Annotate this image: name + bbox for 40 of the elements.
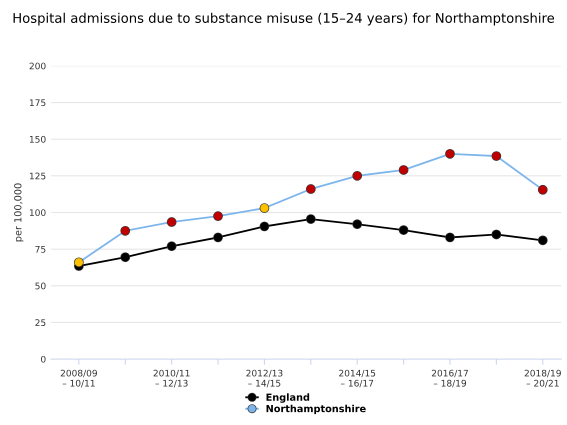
point <box>492 230 502 240</box>
point <box>398 225 408 235</box>
point <box>166 241 177 252</box>
point <box>538 235 548 246</box>
point <box>352 219 362 230</box>
point <box>492 151 502 161</box>
point <box>306 214 316 224</box>
y-tick-label: 200 <box>30 62 46 70</box>
point <box>213 232 223 242</box>
y-tick-label: 75 <box>35 246 46 253</box>
point <box>120 226 130 236</box>
point <box>260 203 270 213</box>
x-tick-label: 2018/19 – 20/21 <box>524 370 561 388</box>
y-tick-label: 25 <box>35 319 46 326</box>
point <box>445 148 455 159</box>
y-tick-label: 50 <box>35 282 46 290</box>
x-tick-label: 2014/15 – 16/17 <box>339 370 376 388</box>
y-tick-label: 125 <box>30 172 46 180</box>
y-tick-label: 175 <box>30 99 46 106</box>
point <box>445 232 455 242</box>
point <box>74 257 84 268</box>
point <box>120 252 130 262</box>
y-tick-label: 0 <box>41 356 46 363</box>
legend-label: Northamptonshire <box>266 404 366 414</box>
point <box>166 217 177 227</box>
legend-label: England <box>266 393 310 403</box>
point <box>213 211 223 222</box>
y-tick-label: 150 <box>30 136 46 143</box>
x-tick-label: 2008/09 – 10/11 <box>60 370 97 388</box>
y-axis-title: per 100,000 <box>14 183 24 242</box>
x-tick-label: 2012/13 – 14/15 <box>246 370 282 388</box>
y-tick-label: 100 <box>30 209 46 216</box>
point <box>538 184 548 195</box>
x-tick-label: 2016/17 – 18/19 <box>432 370 468 388</box>
point <box>352 170 362 181</box>
point <box>398 165 408 175</box>
chart-title: Hospital admissions due to substance misuse (15–24 years) for Northamptonshire <box>14 12 554 26</box>
point <box>260 222 270 232</box>
x-tick-label: 2010/11 – 12/13 <box>154 370 190 388</box>
point <box>306 184 316 194</box>
